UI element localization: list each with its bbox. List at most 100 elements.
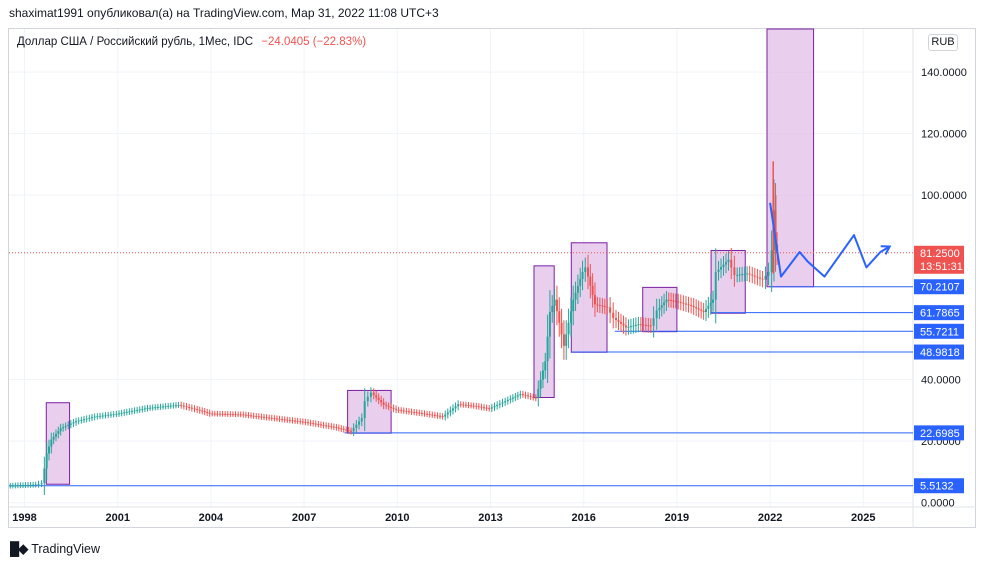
- candle-body: [109, 414, 112, 416]
- candle-body: [177, 404, 180, 406]
- candle-body: [159, 406, 162, 408]
- candle-body: [213, 413, 216, 415]
- candle-body: [27, 484, 30, 486]
- candle-body: [702, 310, 705, 312]
- candle-body: [352, 428, 355, 432]
- candle-body: [24, 484, 27, 486]
- candle-body: [647, 325, 650, 327]
- currency-button[interactable]: RUB: [928, 34, 958, 51]
- candle-body: [454, 406, 457, 409]
- candle-body: [34, 484, 37, 486]
- candle-body: [101, 415, 104, 417]
- hline-label-text: 61.7865: [920, 308, 960, 320]
- hline-price-label: 5.5132: [914, 478, 964, 494]
- candle-body: [433, 414, 436, 416]
- candle-body: [761, 278, 764, 280]
- chart-frame: [8, 28, 976, 528]
- projection-path: [769, 202, 891, 278]
- candle-body: [506, 399, 509, 402]
- candle-body: [622, 323, 625, 326]
- y-tick-label: 0.0000: [921, 498, 955, 510]
- candle-body: [483, 407, 486, 409]
- candle-body: [546, 336, 549, 362]
- candle-body: [477, 406, 480, 408]
- candle-body: [553, 299, 556, 306]
- candle-body: [387, 405, 390, 407]
- y-tick-label: 100.0000: [921, 190, 967, 202]
- candle-body: [555, 299, 558, 312]
- candle-body: [342, 428, 345, 430]
- candle-body: [59, 428, 62, 432]
- current-price-countdown: 13:51:31: [920, 261, 963, 273]
- candle-body: [167, 405, 170, 407]
- candle-body: [714, 271, 717, 300]
- candle-body: [11, 485, 14, 487]
- candle-body: [335, 427, 338, 429]
- candle-body: [252, 415, 255, 417]
- candle-body: [402, 410, 405, 412]
- hline-price-label: 22.6985: [914, 425, 964, 441]
- candle-body: [37, 483, 40, 485]
- candle-body: [107, 414, 110, 416]
- candle-body: [75, 421, 78, 423]
- candle-body: [589, 276, 592, 286]
- candle-body: [576, 285, 579, 293]
- candle-body: [21, 485, 24, 487]
- candle-body: [679, 301, 682, 303]
- highlight-box: [570, 242, 608, 353]
- candle-body: [392, 407, 395, 409]
- candle-body: [29, 484, 32, 486]
- candle-body: [767, 271, 770, 276]
- candle-body: [40, 483, 43, 485]
- candle-body: [418, 412, 421, 414]
- candle-body: [296, 420, 299, 422]
- candle-body: [649, 325, 652, 327]
- candle-body: [415, 412, 418, 414]
- hline-label-text: 48.9818: [920, 347, 960, 359]
- candle-body: [372, 392, 375, 396]
- symbol-info: Доллар США / Российский рубль, 1Мес, IDC…: [17, 36, 366, 48]
- brand[interactable]: █◆ TradingView: [10, 541, 100, 557]
- candle-body: [125, 411, 128, 413]
- candle-body: [133, 410, 136, 412]
- candle-body: [397, 409, 400, 411]
- candle-body: [224, 413, 227, 415]
- candle-body: [99, 415, 102, 417]
- candle-body: [301, 421, 304, 423]
- candle-body: [231, 414, 234, 416]
- candle-body: [369, 392, 372, 397]
- candle-body: [498, 403, 501, 405]
- hline-price-label: 61.7865: [914, 305, 964, 321]
- candle-body: [218, 413, 221, 415]
- candle-body: [312, 423, 315, 425]
- candle-body: [327, 425, 330, 427]
- highlight-box: [347, 389, 392, 434]
- candle-body: [395, 408, 398, 410]
- candle-body: [551, 305, 554, 312]
- x-tick-label: 2022: [758, 512, 782, 524]
- candle-body: [637, 324, 640, 326]
- candle-body: [603, 306, 606, 308]
- candle-body: [146, 407, 149, 409]
- candle-body: [247, 415, 250, 417]
- candle-body: [741, 274, 744, 276]
- candle-body: [83, 419, 86, 421]
- hline-label-bg: [914, 425, 964, 441]
- candle-body: [627, 326, 630, 328]
- candle-body: [319, 424, 322, 426]
- candle-body: [572, 299, 575, 312]
- candle-body: [514, 396, 517, 398]
- candle-body: [85, 418, 88, 420]
- candle-body: [128, 411, 131, 413]
- candle-body: [624, 325, 627, 328]
- candle-body: [428, 414, 431, 416]
- candle-body: [516, 395, 519, 397]
- candle-body: [697, 308, 700, 310]
- candle-body: [472, 405, 475, 407]
- candle-body: [273, 418, 276, 420]
- candle-body: [190, 407, 193, 409]
- candle-body: [562, 334, 565, 346]
- candle-body: [658, 307, 661, 311]
- candle-body: [377, 397, 380, 400]
